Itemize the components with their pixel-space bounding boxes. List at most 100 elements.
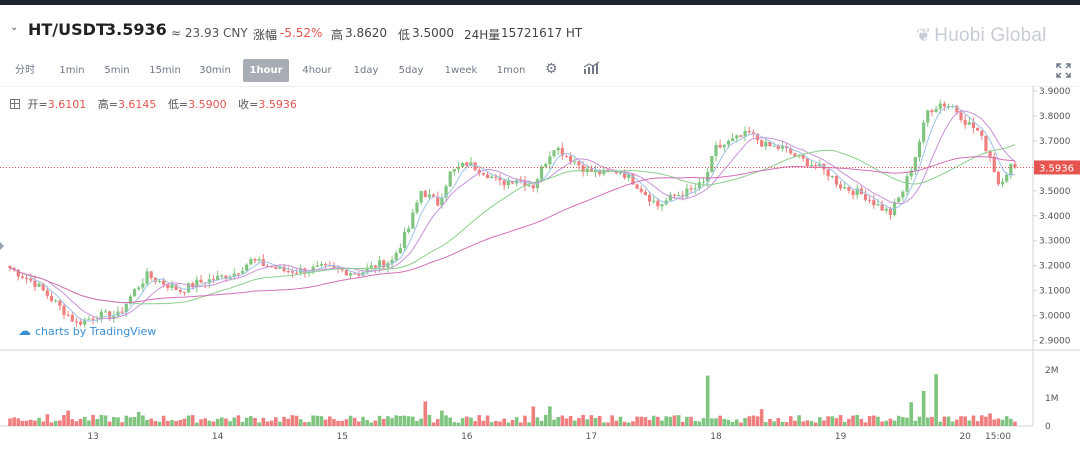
- candle-body: [760, 140, 764, 147]
- indicators-icon[interactable]: [583, 61, 600, 79]
- volume-bar: [452, 422, 457, 426]
- volume-bar: [660, 420, 664, 426]
- candle-body: [132, 289, 137, 297]
- candlestick-chart[interactable]: 3.90003.80003.70003.60003.50003.40003.30…: [0, 86, 1080, 452]
- candle-body: [431, 194, 436, 197]
- candle-body: [87, 318, 91, 320]
- fullscreen-icon[interactable]: [1056, 63, 1071, 82]
- interval-15min-button[interactable]: 15min: [149, 65, 181, 76]
- volume-bar: [141, 415, 145, 426]
- volume-bar: [365, 419, 369, 426]
- volume-bar: [78, 418, 83, 426]
- volume-bar: [834, 418, 839, 426]
- volume-bar: [930, 416, 934, 426]
- volume-bar: [8, 418, 12, 426]
- volume-bar: [813, 422, 818, 426]
- candle-body: [195, 279, 199, 288]
- open-label: 开=: [27, 98, 48, 111]
- volume-bar: [62, 415, 66, 426]
- volume-bar: [639, 416, 644, 426]
- price-tick-label: 3.3000: [1039, 237, 1071, 247]
- candle-body: [706, 172, 710, 182]
- volume-bar: [842, 421, 847, 426]
- interval-5day-button[interactable]: 5day: [398, 65, 424, 76]
- candle-body: [103, 311, 108, 313]
- volume-bar: [228, 421, 232, 426]
- volume-bar: [656, 416, 660, 426]
- volume-bar: [523, 415, 527, 426]
- pair-name[interactable]: HT/USDT: [28, 20, 107, 39]
- candle-body: [207, 279, 211, 284]
- candle-body: [145, 271, 149, 284]
- volume-bar: [465, 416, 469, 426]
- candle-body: [278, 266, 282, 269]
- candle-body: [739, 135, 743, 137]
- candle-body: [564, 155, 569, 157]
- interval-4hour-button[interactable]: 4hour: [302, 65, 332, 76]
- low-label: 低: [398, 28, 411, 42]
- volume-bar: [128, 417, 133, 426]
- volume-bar: [863, 422, 868, 426]
- volume-bar: [456, 422, 461, 426]
- interval-1week-button[interactable]: 1week: [444, 65, 478, 76]
- candle-body: [282, 266, 286, 272]
- candle-body: [976, 127, 980, 131]
- volume-bar: [282, 416, 286, 426]
- price-tick-label: 3.7000: [1039, 137, 1071, 147]
- volume-bar: [564, 418, 569, 426]
- volume-bar: [390, 418, 394, 426]
- candle-body: [685, 188, 689, 197]
- volume-bar: [286, 418, 291, 426]
- volume-bar: [888, 418, 893, 426]
- candle-body: [141, 283, 145, 288]
- interval-30min-button[interactable]: 30min: [199, 65, 231, 76]
- price-tick-label: 3.9000: [1039, 87, 1071, 97]
- candle-body: [245, 264, 249, 271]
- candle-body: [926, 110, 930, 123]
- volume-bar: [1013, 421, 1017, 426]
- interval-1day-button[interactable]: 1day: [353, 65, 379, 76]
- tradingview-cloud-icon: ☁: [18, 324, 31, 339]
- volume-bar: [680, 421, 685, 426]
- volume-bar: [1009, 418, 1013, 426]
- ma60-line: [9, 156, 1016, 304]
- candle-body: [49, 295, 54, 301]
- low-value: 3.5000: [412, 26, 454, 40]
- volume-bar: [74, 421, 79, 426]
- candle-body: [552, 150, 556, 157]
- candle-body: [162, 280, 166, 285]
- market-header: ⌄ HT/USDT 3.5936 ≈ 23.93 CNY 涨幅 -5.52% 高…: [0, 5, 1080, 55]
- volume-bar: [876, 416, 880, 426]
- collapse-legend-icon[interactable]: [10, 99, 20, 109]
- candle-body: [988, 151, 992, 157]
- volume-bar: [925, 417, 930, 426]
- candle-body: [70, 315, 74, 322]
- settings-gear-icon[interactable]: ⚙: [545, 61, 558, 77]
- interval-1hour-button[interactable]: 1hour: [243, 59, 289, 82]
- candle-body: [344, 270, 348, 276]
- volume-bar: [323, 419, 328, 426]
- interval-1min-button[interactable]: 1min: [59, 65, 85, 76]
- volume-bar: [635, 416, 639, 426]
- candle-body: [265, 265, 270, 267]
- candle-body: [593, 169, 598, 172]
- interval-timeline-button[interactable]: 分时: [15, 65, 35, 76]
- candle-body: [178, 290, 182, 292]
- price-tick-label: 3.4000: [1039, 212, 1071, 222]
- volume-bar: [934, 374, 938, 426]
- volume-bar: [780, 421, 785, 426]
- candle-body: [1000, 181, 1005, 185]
- interval-1mon-button[interactable]: 1mon: [496, 65, 526, 76]
- candle-body: [544, 164, 548, 167]
- volume-bar: [643, 417, 648, 426]
- volume-bar: [610, 415, 614, 426]
- volume-bar: [174, 421, 178, 426]
- volume-bar: [440, 410, 444, 426]
- tradingview-watermark[interactable]: ☁ charts by TradingView: [18, 324, 156, 339]
- interval-5min-button[interactable]: 5min: [104, 65, 130, 76]
- chevron-down-icon[interactable]: ⌄: [10, 22, 19, 33]
- volume-bar: [1004, 416, 1009, 426]
- volume-bar: [269, 420, 274, 426]
- volume-bar: [959, 416, 963, 426]
- candle-body: [668, 194, 672, 201]
